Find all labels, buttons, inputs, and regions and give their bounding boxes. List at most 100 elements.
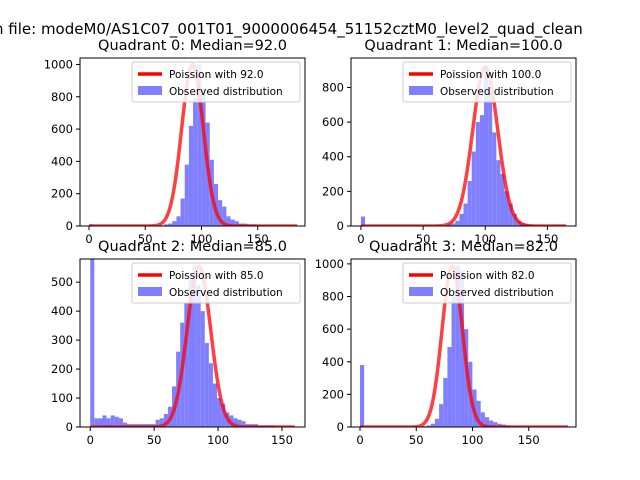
subplot-title: Quadrant 0: Median=92.0 — [98, 38, 287, 54]
y-tick-label: 400 — [51, 154, 73, 168]
histogram-bar — [434, 418, 440, 427]
y-tick-label: 400 — [322, 150, 344, 164]
histogram-bar — [493, 422, 498, 427]
subplot-quadrant-2: 0 50 100 150 0 100 200 300 400 500 Quadrant 2: Med… — [51, 239, 306, 447]
legend-box — [402, 262, 572, 304]
subplot-title: Quadrant 1: Median=100.0 — [364, 38, 562, 54]
histogram-bar — [197, 64, 202, 226]
x-tick-label: 150 — [536, 232, 558, 246]
legend-box — [131, 262, 301, 304]
x-tick-label: 150 — [518, 433, 540, 447]
y-tick-label: 800 — [51, 90, 73, 104]
x-tick-label: 150 — [271, 433, 293, 447]
subplot-title: Quadrant 3: Median=82.0 — [369, 239, 558, 255]
y-tick-label: 400 — [51, 304, 73, 318]
histogram-bar — [234, 221, 239, 226]
histogram-bar — [464, 329, 469, 427]
x-tick-label: 150 — [247, 232, 269, 246]
histogram-bar — [110, 415, 115, 427]
histogram-bar — [159, 418, 164, 427]
subplot-quadrant-1: 0 50 100 150 0 200 400 600 800 Quadrant 1: Median… — [322, 38, 577, 246]
histogram-bar — [218, 200, 223, 226]
histogram-bar — [106, 418, 111, 427]
x-tick-label: 50 — [138, 232, 153, 246]
subplot-quadrant-3: 0 50 100 150 0 200 400 600 800 1000 Quadrant 3: Me… — [315, 239, 577, 447]
x-tick-label: 50 — [409, 433, 424, 447]
histogram-bar — [196, 285, 201, 427]
x-tick-label: 0 — [87, 433, 94, 447]
histogram-bar — [426, 425, 431, 427]
histogram-bar — [430, 423, 435, 427]
histogram-bar — [192, 264, 197, 427]
histogram-bar — [208, 363, 213, 427]
histogram-bar — [188, 125, 194, 226]
y-tick-label: 400 — [322, 355, 344, 369]
histogram-bar — [451, 296, 456, 427]
histogram-bar — [184, 302, 189, 427]
legend-fit-label: Poission with 100.0 — [440, 69, 541, 81]
histogram-bar — [226, 216, 231, 226]
legend-observed-label: Observed distribution — [440, 287, 554, 299]
histogram-bar — [163, 224, 169, 226]
y-tick-label: 0 — [337, 420, 344, 434]
histogram-bar — [455, 220, 460, 226]
poisson-fit-line — [360, 264, 569, 427]
histogram-bar — [176, 216, 181, 226]
histogram-bar — [475, 122, 480, 226]
x-tick-label: 100 — [474, 232, 496, 246]
histogram-bar — [489, 420, 494, 427]
histogram-bar — [443, 378, 448, 427]
legend-box — [131, 61, 301, 103]
histogram-bar — [233, 418, 238, 427]
histogram-bar — [237, 419, 242, 427]
histogram-bar — [163, 413, 168, 427]
x-tick-label: 0 — [356, 433, 363, 447]
histogram-bar — [512, 213, 517, 226]
histogram-bar — [122, 422, 128, 427]
histogram-bar — [200, 311, 205, 427]
legend-observed-label: Observed distribution — [440, 86, 554, 98]
histogram-bar — [459, 213, 464, 226]
legend-box — [402, 61, 572, 103]
x-tick-label: 0 — [357, 232, 364, 246]
legend: Poission with 85.0 Observed distribution — [131, 262, 301, 304]
histogram-bar — [212, 383, 218, 427]
axes-frame — [79, 258, 306, 428]
histogram-bar — [471, 151, 476, 226]
y-tick-label: 800 — [322, 290, 344, 304]
histogram-bar — [201, 88, 206, 226]
x-tick-label: 50 — [416, 232, 431, 246]
x-tick-label: 50 — [147, 433, 162, 447]
y-tick-label: 0 — [66, 420, 73, 434]
y-tick-label: 600 — [322, 322, 344, 336]
histogram-bar — [451, 223, 456, 226]
histogram-bar — [476, 400, 481, 427]
histogram-bar — [222, 206, 227, 226]
histogram-bar — [500, 174, 505, 226]
histogram-bar — [193, 98, 198, 226]
y-tick-label: 200 — [51, 362, 73, 376]
axes-frame — [350, 258, 577, 428]
legend: Poission with 82.0 Observed distribution — [402, 262, 572, 304]
histogram-bar — [484, 66, 489, 226]
histogram-bar — [360, 365, 365, 427]
x-tick-label: 100 — [207, 433, 229, 447]
y-tick-label: 800 — [322, 80, 344, 94]
histogram-bar — [241, 421, 246, 427]
plot-area — [360, 264, 569, 427]
figure-suptitle: n file: modeM0/AS1C07_001T01_9000006454_… — [0, 20, 583, 39]
histogram-bar — [90, 259, 95, 427]
legend-observed-swatch — [138, 287, 162, 296]
legend-fit-label: Poission with 85.0 — [169, 270, 264, 282]
legend-observed-swatch — [409, 287, 433, 296]
histogram-bar — [455, 265, 460, 427]
histogram-bar — [188, 279, 193, 427]
y-tick-label: 100 — [51, 391, 73, 405]
histogram-bar — [439, 404, 444, 427]
subplot-quadrant-0: 0 50 100 150 0 200 400 600 800 1000 Quadrant 0: Me… — [44, 38, 306, 246]
y-tick-label: 200 — [322, 387, 344, 401]
histogram-bar — [479, 115, 485, 226]
y-tick-label: 200 — [51, 187, 73, 201]
